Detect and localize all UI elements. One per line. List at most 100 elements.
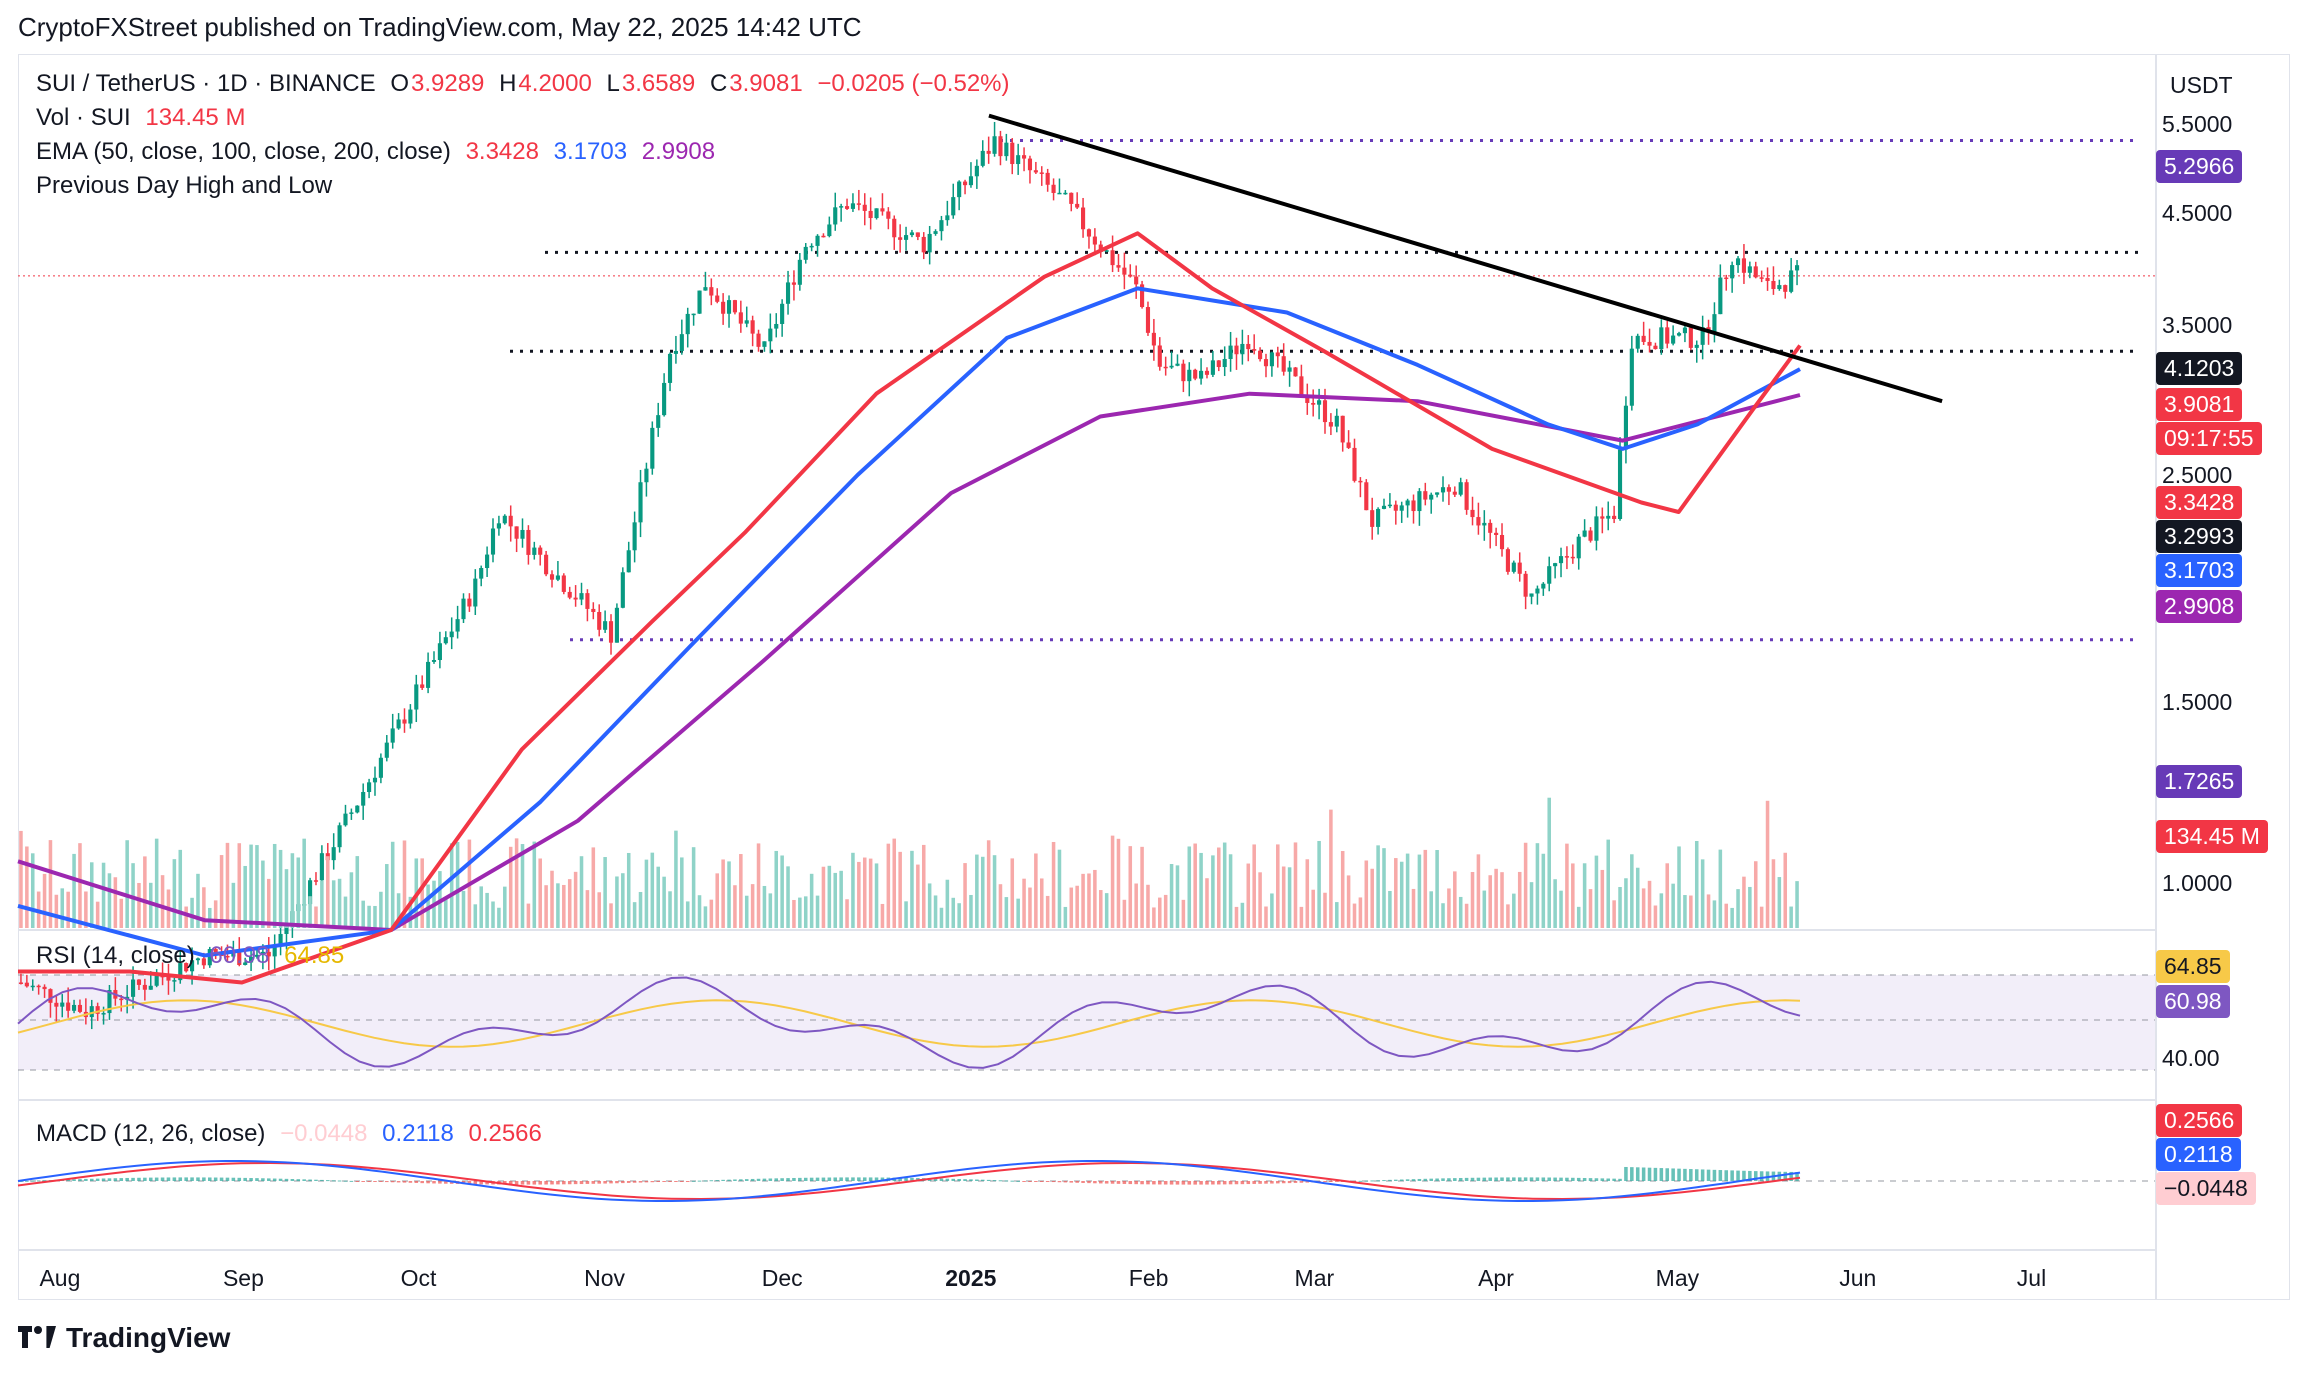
volume-bar [125,840,129,928]
macd-histogram-bar [184,1177,188,1181]
volume-bar [1683,895,1687,928]
macd-histogram-bar [1163,1181,1168,1185]
volume-bar [343,896,348,928]
volume-bar [680,857,684,928]
macd-histogram-bar [1464,1177,1469,1181]
macd-histogram-bar [668,1181,672,1182]
volume-bar [733,885,737,928]
macd-histogram-bar [526,1181,531,1185]
macd-histogram-bar [30,1180,35,1182]
volume-bar [1771,859,1776,928]
candle [1364,482,1369,511]
macd-histogram-bar [615,1181,619,1184]
macd-histogram-bar [862,1177,867,1181]
macd-histogram-bar [857,1177,861,1181]
macd-histogram-bar [396,1181,401,1183]
candle [903,235,909,240]
macd-histogram-bar [202,1177,206,1181]
legend-ema200: 2.9908 [641,138,716,165]
candle [1210,360,1215,375]
volume-bar [331,880,336,928]
macd-histogram-bar [1063,1181,1068,1183]
candle [1446,487,1451,492]
volume-bar [1665,863,1670,928]
ema-line-ema200 [17,391,1801,932]
volume-bar [562,884,566,928]
volume-bar [685,901,690,928]
candle [414,684,419,710]
volume-bar [1258,872,1262,928]
volume-bar [862,857,867,928]
candle [1712,314,1717,332]
macd-histogram-bar [243,1177,247,1181]
macd-histogram-bar [597,1181,601,1184]
macd-histogram-bar [1087,1181,1091,1184]
volume-bar [296,857,301,928]
volume-bar [113,877,118,928]
legend-pdhl-label[interactable]: Previous Day High and Low [36,172,333,199]
candle [1777,285,1782,290]
macd-histogram-bar [1075,1181,1079,1183]
volume-bar [1281,866,1286,928]
legend-high: 4.2000 [518,70,592,97]
volume-bar [272,843,277,928]
macd-histogram-bar [308,1179,312,1181]
legend-macd-label[interactable]: MACD (12, 26, close) [36,1120,266,1147]
candle [443,637,448,644]
candle [1346,442,1351,448]
candle [915,232,920,237]
volume-bar [1022,878,1026,928]
macd-histogram-bar [1571,1177,1575,1181]
volume-bar [461,890,466,928]
candle [313,880,319,882]
macd-histogram-bar [1659,1168,1664,1181]
candle [909,232,915,236]
trendline [988,113,1943,404]
macd-histogram-bar [809,1177,814,1181]
macd-histogram-bar [1541,1177,1546,1181]
candle [130,979,136,997]
volume-bar [986,840,991,928]
macd-histogram-bar [261,1178,265,1181]
legend-vol-label[interactable]: Vol · SUI [36,104,131,131]
volume-bar [821,866,826,928]
volume-bar [739,854,743,928]
candle [1275,352,1280,357]
legend-symbol[interactable]: SUI / TetherUS · 1D · BINANCE [36,70,376,97]
macd-histogram-bar [379,1181,383,1182]
macd-histogram-bar [1742,1170,1746,1181]
macd-histogram-bar [721,1179,725,1181]
legend-rsi-ma: 64.85 [284,942,345,969]
candle [803,246,808,260]
macd-histogram-bar [780,1178,784,1181]
legend-ema-label[interactable]: EMA (50, close, 100, close, 200, close) [36,138,451,165]
volume-bar [815,895,820,928]
candle [1039,172,1044,174]
macd-histogram-bar [1099,1181,1103,1184]
candle [1771,280,1776,290]
macd-histogram-bar [1736,1170,1740,1181]
macd-histogram-bar [1388,1179,1392,1181]
volume-bar [697,895,702,928]
price-tag: 4.1203 [2156,352,2243,385]
macd-histogram-bar [1175,1181,1180,1185]
candle [1676,333,1682,336]
candle [1523,573,1528,597]
currency-label[interactable]: USDT [2170,72,2233,98]
volume-bar [1712,900,1717,928]
legend-rsi-label[interactable]: RSI (14, close) [36,942,195,969]
price-tag: 64.85 [2156,950,2230,983]
candle [1376,508,1381,527]
candle [1730,265,1735,279]
candle [933,231,938,234]
macd-histogram-bar [42,1180,47,1182]
volume-bar [845,899,849,928]
volume-bar [1217,847,1221,928]
candle [1747,266,1752,273]
macd-histogram-bar [1376,1180,1380,1182]
macd-histogram-bar [89,1178,94,1181]
volume-bar [1671,883,1675,928]
tradingview-logo[interactable]: TradingView [18,1322,230,1354]
macd-histogram-bar [1453,1178,1457,1181]
